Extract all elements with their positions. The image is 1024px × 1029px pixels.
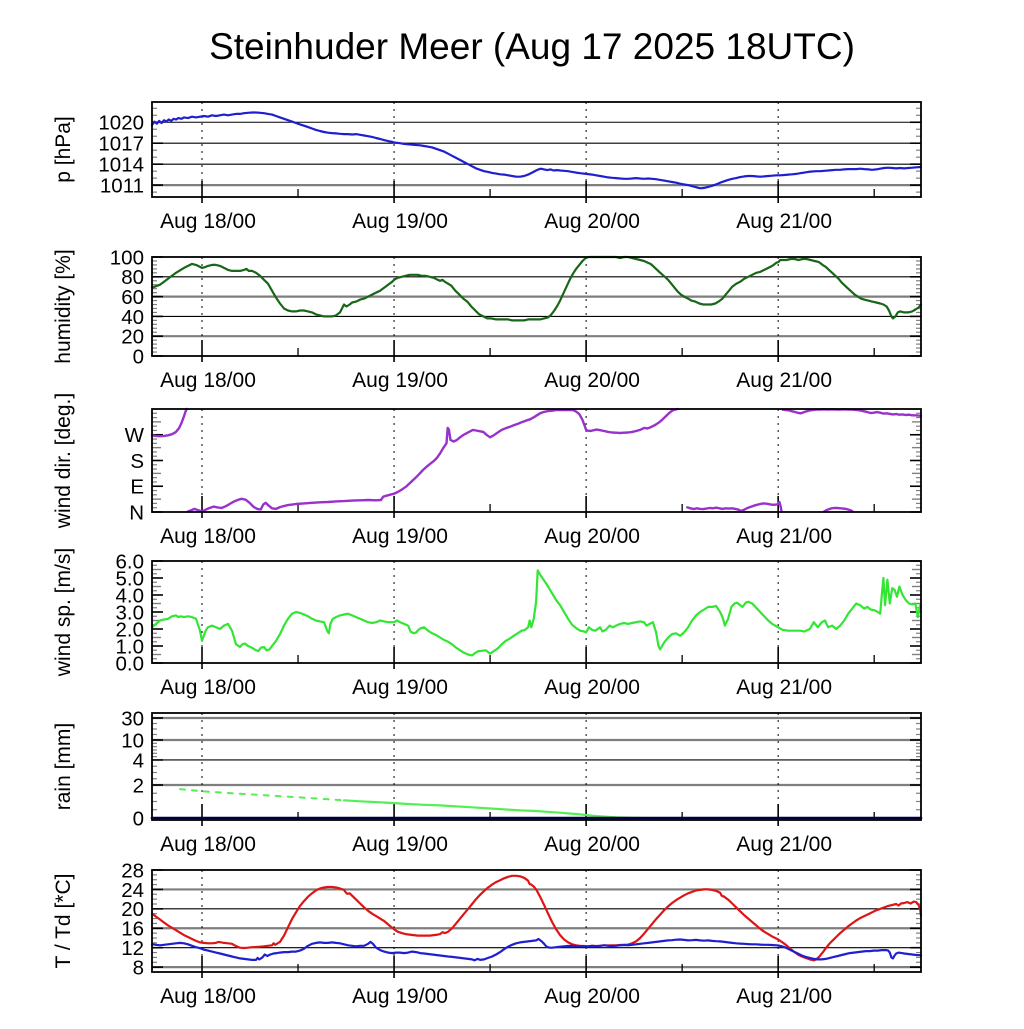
ytick-label: 0	[133, 345, 144, 368]
ytick-label: 10	[121, 729, 144, 752]
ytick-label: 0	[133, 807, 144, 830]
ytick-label: 20	[121, 326, 144, 349]
ytick-label: S	[130, 450, 144, 473]
series-dewpoint	[150, 937, 923, 962]
y-axis-title: humidity [%]	[52, 249, 75, 363]
ytick-label: 40	[121, 306, 144, 329]
xtick-label: Aug 19/00	[352, 369, 448, 392]
xtick-label: Aug 20/00	[544, 369, 640, 392]
series-wind-direction	[150, 407, 923, 513]
ytick-label: 1014	[98, 154, 144, 177]
xtick-label: Aug 19/00	[352, 210, 448, 233]
panel-frame	[151, 101, 922, 198]
ytick-label: 100	[110, 246, 144, 269]
ytick-label: 24	[121, 879, 144, 902]
ytick-label: W	[125, 424, 145, 447]
ytick-label: 8	[133, 957, 144, 980]
panel-frame	[151, 712, 922, 821]
xtick-label: Aug 21/00	[736, 369, 832, 392]
series-rain-accum-dashed	[179, 788, 345, 802]
xtick-label: Aug 20/00	[544, 210, 640, 233]
y-axis-title: rain [mm]	[52, 723, 75, 811]
xtick-label: Aug 20/00	[544, 525, 640, 548]
panel-frame	[151, 256, 922, 357]
xtick-label: Aug 19/00	[352, 676, 448, 699]
ytick-label: 4.0	[116, 584, 145, 607]
panel-frame	[151, 560, 922, 664]
ytick-label: 60	[121, 286, 144, 309]
panel-frame	[151, 408, 922, 513]
series-pressure	[150, 111, 923, 190]
xtick-label: Aug 18/00	[160, 833, 256, 856]
xtick-label: Aug 18/00	[160, 676, 256, 699]
ytick-label: 20	[121, 898, 144, 921]
panel-wind-speed: 6.05.04.03.02.01.00.0 wind sp. [m/s] Aug 1…	[52, 548, 923, 699]
ytick-label: 28	[121, 859, 144, 882]
ytick-label: 1011	[100, 175, 144, 198]
y-axis-title: T / Td [*C]	[52, 874, 75, 969]
ytick-label: 6.0	[116, 550, 145, 573]
ytick-label: E	[130, 476, 144, 499]
xtick-label: Aug 18/00	[160, 369, 256, 392]
xtick-label: Aug 19/00	[352, 525, 448, 548]
xtick-label: Aug 21/00	[736, 676, 832, 699]
xtick-label: Aug 21/00	[736, 833, 832, 856]
ytick-label: 80	[121, 266, 144, 289]
ytick-label: 4	[133, 749, 144, 772]
xtick-label: Aug 21/00	[736, 210, 832, 233]
y-axis-title: p [hPa]	[52, 116, 75, 183]
xtick-label: Aug 19/00	[352, 833, 448, 856]
chart-title: Steinhuder Meer (Aug 17 2025 18UTC)	[209, 26, 855, 67]
ytick-label: 16	[121, 918, 144, 941]
ytick-label: 1020	[98, 112, 144, 135]
xtick-label: Aug 18/00	[160, 985, 256, 1008]
ytick-label: 1.0	[116, 635, 145, 658]
xtick-label: Aug 18/00	[160, 210, 256, 233]
series-rain-accum	[342, 799, 642, 820]
ytick-label: 5.0	[116, 567, 145, 590]
ytick-label: 0.0	[116, 652, 145, 675]
ytick-label: 1017	[98, 133, 144, 156]
xtick-label: Aug 21/00	[736, 525, 832, 548]
xtick-label: Aug 18/00	[160, 525, 256, 548]
ytick-label: 12	[121, 937, 144, 960]
xtick-label: Aug 20/00	[544, 833, 640, 856]
ytick-label: 2.0	[116, 618, 145, 641]
y-axis-title: wind sp. [m/s]	[52, 548, 75, 677]
ytick-label: 2	[133, 774, 144, 797]
ytick-label: 3.0	[116, 601, 145, 624]
panel-frame	[151, 869, 922, 973]
series-wind-speed	[150, 569, 923, 657]
xtick-label: Aug 19/00	[352, 985, 448, 1008]
y-axis-title: wind dir. [deg.]	[52, 393, 75, 529]
xtick-label: Aug 20/00	[544, 676, 640, 699]
xtick-label: Aug 21/00	[736, 985, 832, 1008]
xtick-label: Aug 20/00	[544, 985, 640, 1008]
ytick-label: N	[129, 501, 144, 524]
series-humidity	[150, 255, 923, 322]
ytick-label: 30	[121, 707, 144, 730]
